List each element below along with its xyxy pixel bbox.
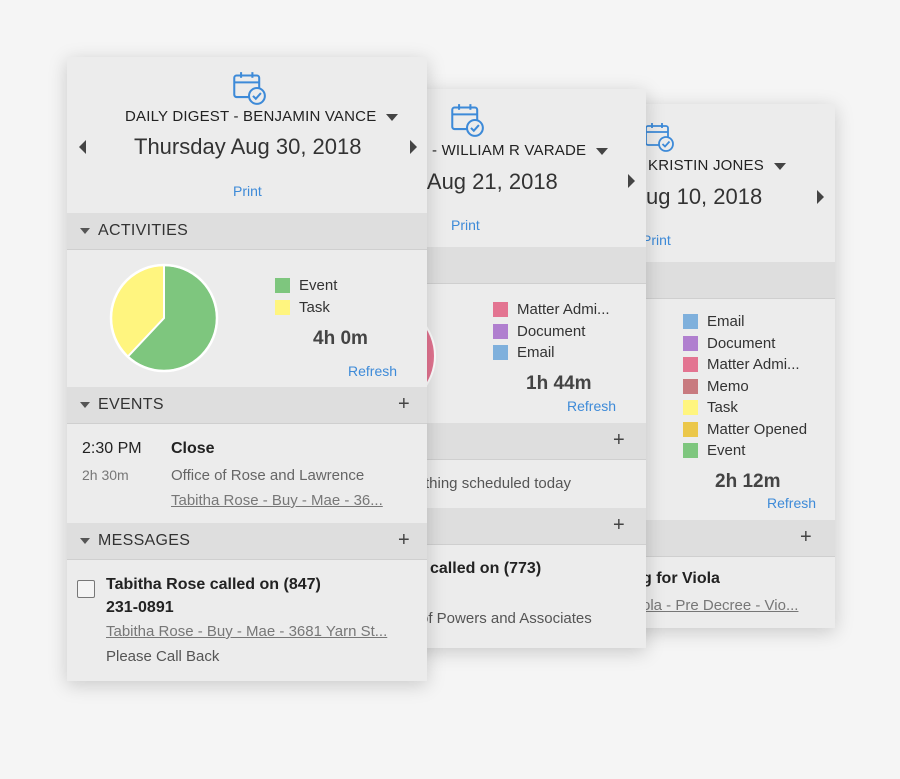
message-title-line1: Tabitha Rose called on (847) [106, 576, 321, 593]
refresh-link[interactable]: Refresh [767, 495, 817, 511]
legend-swatch [275, 299, 290, 315]
message-subtitle: of Powers and Associates [420, 610, 592, 627]
legend-swatch [493, 323, 508, 339]
add-message-button[interactable]: + [800, 526, 812, 548]
print-link[interactable]: Print [233, 183, 262, 199]
activities-total: 1h 44m [526, 373, 592, 394]
events-section-header[interactable]: + [620, 520, 835, 557]
activities-legend: Event Task [275, 275, 337, 318]
chevron-down-icon [596, 147, 609, 155]
activities-section-header[interactable]: ACTIVITIES [67, 213, 427, 250]
message-matter-link[interactable]: Tabitha Rose - Buy - Mae - 3681 Yarn St.… [106, 623, 388, 640]
messages-section-header[interactable]: MESSAGES + [67, 523, 427, 560]
events-section-header[interactable]: EVENTS + [67, 387, 427, 424]
activities-section-header[interactable] [405, 247, 646, 284]
legend-swatch [683, 357, 698, 373]
calendar-check-icon [451, 104, 484, 137]
collapse-triangle-icon [80, 538, 90, 544]
legend-item: Task [683, 397, 807, 419]
message-note: Please Call Back [106, 648, 220, 665]
messages-section-header[interactable]: + [405, 508, 646, 545]
activities-total: 2h 12m [715, 471, 781, 492]
legend-swatch [683, 400, 698, 416]
legend-item: Document [683, 333, 807, 355]
messages-title: MESSAGES [98, 532, 191, 549]
collapse-triangle-icon [80, 228, 90, 234]
legend-item: Matter Opened [683, 419, 807, 441]
legend-item: Memo [683, 376, 807, 398]
activities-legend: Email Document Matter Admi... Memo Task … [683, 311, 807, 462]
legend-item: Task [275, 297, 337, 319]
calendar-check-icon [645, 123, 674, 152]
add-message-button[interactable]: + [613, 514, 625, 536]
digest-date: ug 10, 2018 [646, 184, 763, 209]
event-title[interactable]: Close [171, 440, 215, 457]
event-location: Office of Rose and Lawrence [171, 467, 365, 484]
legend-swatch [275, 278, 290, 294]
calendar-check-icon [233, 72, 266, 105]
legend-swatch [683, 421, 698, 437]
message-title: g for Viola [642, 570, 720, 587]
message-checkbox[interactable] [77, 580, 95, 598]
next-day-arrow-icon[interactable] [410, 140, 417, 154]
legend-item: Matter Admi... [683, 354, 807, 376]
pie-outline [109, 263, 219, 373]
event-duration: 2h 30m [82, 467, 129, 483]
collapse-triangle-icon [80, 402, 90, 408]
user-selector[interactable]: KRISTIN JONES [648, 157, 786, 174]
activities-legend: Matter Admi... Document Email [493, 299, 610, 364]
add-message-button[interactable]: + [398, 529, 410, 551]
user-name: - WILLIAM R VARADE [432, 142, 587, 159]
event-matter-link[interactable]: Tabitha Rose - Buy - Mae - 36... [171, 492, 383, 509]
legend-swatch [683, 378, 698, 394]
events-title: EVENTS [98, 396, 164, 413]
legend-item: Email [493, 342, 610, 364]
digest-card-william: - WILLIAM R VARADE y Aug 21, 2018 Print … [405, 89, 646, 648]
user-name: KRISTIN JONES [648, 157, 764, 174]
message-title-line2: 231-0891 [106, 599, 174, 616]
print-link[interactable]: Print [642, 232, 671, 248]
add-event-button[interactable]: + [398, 393, 410, 415]
digest-card-benjamin: DAILY DIGEST - BENJAMIN VANCE Thursday A… [67, 57, 427, 681]
legend-item: Document [493, 321, 610, 343]
next-day-arrow-icon[interactable] [628, 174, 635, 188]
legend-swatch [683, 335, 698, 351]
activities-title: ACTIVITIES [98, 222, 189, 239]
digest-date: y Aug 21, 2018 [411, 169, 558, 194]
activities-total: 4h 0m [313, 328, 368, 349]
event-time: 2:30 PM [82, 440, 142, 457]
previous-day-arrow-icon[interactable] [79, 140, 86, 154]
refresh-link[interactable]: Refresh [348, 363, 398, 379]
user-selector[interactable]: - WILLIAM R VARADE [432, 142, 609, 159]
legend-swatch [683, 443, 698, 459]
legend-item: Event [275, 275, 337, 297]
refresh-link[interactable]: Refresh [567, 398, 617, 414]
print-link[interactable]: Print [451, 217, 480, 233]
user-selector[interactable]: DAILY DIGEST - BENJAMIN VANCE [125, 108, 399, 125]
digest-date: Thursday Aug 30, 2018 [134, 134, 362, 159]
activities-section-header[interactable] [620, 262, 835, 299]
chevron-down-icon [773, 162, 786, 170]
legend-swatch [493, 345, 508, 361]
next-day-arrow-icon[interactable] [817, 190, 824, 204]
message-title: called on (773) [430, 560, 542, 577]
events-empty-text: thing scheduled today [425, 475, 571, 492]
legend-swatch [493, 302, 508, 318]
chevron-down-icon [386, 113, 399, 121]
legend-item: Matter Admi... [493, 299, 610, 321]
add-event-button[interactable]: + [613, 429, 625, 451]
message-matter-link[interactable]: ola - Pre Decree - Vio... [642, 597, 799, 614]
user-name: DAILY DIGEST - BENJAMIN VANCE [125, 108, 377, 125]
digest-card-kristin: KRISTIN JONES ug 10, 2018 Print Email Do… [620, 104, 835, 628]
legend-swatch [683, 314, 698, 330]
events-section-header[interactable]: + [405, 423, 646, 460]
activities-pie-chart [109, 263, 219, 373]
legend-item: Email [683, 311, 807, 333]
legend-item: Event [683, 440, 807, 462]
